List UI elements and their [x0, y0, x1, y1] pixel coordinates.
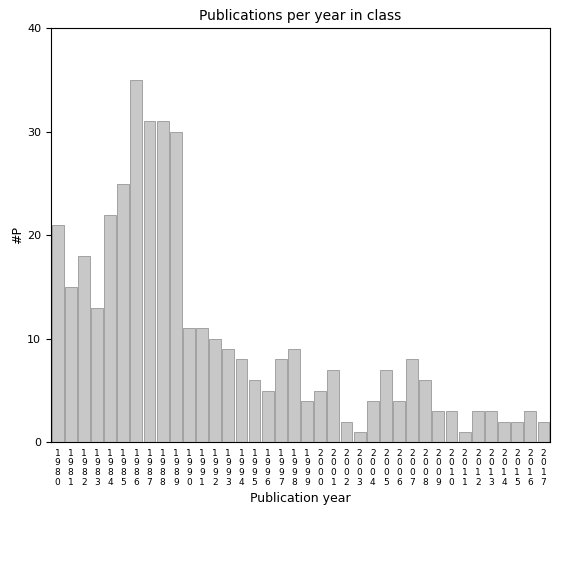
Bar: [472, 411, 484, 442]
Bar: [91, 308, 103, 442]
X-axis label: Publication year: Publication year: [250, 492, 351, 505]
Bar: [538, 422, 549, 442]
Bar: [301, 401, 313, 442]
Bar: [209, 339, 221, 442]
Bar: [433, 411, 445, 442]
Bar: [354, 432, 366, 442]
Bar: [380, 370, 392, 442]
Title: Publications per year in class: Publications per year in class: [200, 9, 401, 23]
Bar: [393, 401, 405, 442]
Bar: [196, 328, 208, 442]
Bar: [314, 391, 326, 442]
Bar: [288, 349, 300, 442]
Bar: [78, 256, 90, 442]
Bar: [341, 422, 352, 442]
Bar: [367, 401, 379, 442]
Bar: [104, 215, 116, 442]
Bar: [183, 328, 195, 442]
Bar: [52, 225, 64, 442]
Bar: [117, 184, 129, 442]
Bar: [130, 80, 142, 442]
Bar: [222, 349, 234, 442]
Bar: [156, 121, 168, 442]
Bar: [524, 411, 536, 442]
Bar: [498, 422, 510, 442]
Bar: [235, 359, 247, 442]
Bar: [511, 422, 523, 442]
Bar: [143, 121, 155, 442]
Bar: [459, 432, 471, 442]
Bar: [249, 380, 260, 442]
Bar: [170, 132, 181, 442]
Bar: [485, 411, 497, 442]
Y-axis label: #P: #P: [11, 226, 24, 244]
Bar: [446, 411, 458, 442]
Bar: [420, 380, 431, 442]
Bar: [275, 359, 287, 442]
Bar: [65, 287, 77, 442]
Bar: [406, 359, 418, 442]
Bar: [327, 370, 339, 442]
Bar: [262, 391, 274, 442]
